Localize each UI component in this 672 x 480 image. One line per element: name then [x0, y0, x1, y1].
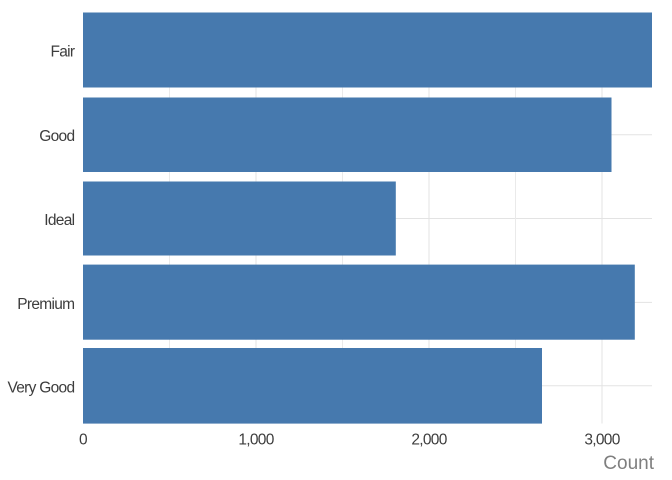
svg-text:Very Good: Very Good	[7, 380, 74, 397]
svg-text:Fair: Fair	[50, 44, 74, 61]
svg-text:Good: Good	[39, 128, 74, 145]
svg-text:2,000: 2,000	[411, 432, 447, 449]
svg-text:0: 0	[79, 432, 88, 449]
svg-text:Premium: Premium	[17, 296, 74, 313]
svg-text:1,000: 1,000	[238, 432, 274, 449]
svg-text:Count: Count	[603, 453, 654, 474]
svg-text:Ideal: Ideal	[44, 212, 74, 229]
svg-text:3,000: 3,000	[584, 432, 620, 449]
